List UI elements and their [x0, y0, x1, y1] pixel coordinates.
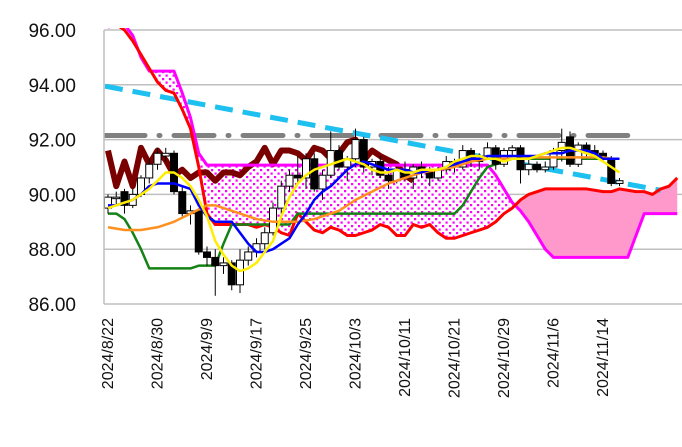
candle-body-down — [607, 158, 616, 184]
candle-body-down — [310, 158, 319, 190]
indicator-lines-front — [107, 146, 621, 273]
cloud-bearish-area — [121, 28, 513, 239]
candlestick — [359, 136, 368, 173]
x-tick-label: 2024/8/30 — [150, 318, 167, 389]
x-tick-label: 2024/9/17 — [249, 318, 266, 389]
candlestick — [244, 246, 253, 266]
candlestick — [318, 169, 327, 200]
candlestick — [310, 153, 319, 192]
x-tick-label: 2024/10/21 — [447, 318, 464, 398]
candle-body-up — [508, 147, 517, 152]
candlestick — [285, 169, 294, 192]
candle-body-up — [260, 232, 269, 245]
kijun-line — [108, 157, 620, 270]
x-tick-label: 2024/11/6 — [546, 318, 563, 388]
candle-body-up — [112, 196, 121, 200]
x-tick-label: 2024/9/9 — [199, 318, 216, 380]
ma-short-line — [107, 146, 621, 273]
x-tick-label: 2024/9/25 — [298, 318, 315, 389]
candle-body-up — [574, 144, 583, 165]
candle-body-down — [384, 174, 393, 182]
candlestick — [524, 158, 533, 176]
candlestick — [161, 147, 170, 162]
senkou-b-line — [108, 28, 678, 259]
y-axis-labels: 96.00 94.00 92.00 90.00 88.00 86.00 — [28, 21, 76, 316]
indicator-lines-back — [105, 28, 679, 270]
candle-body-down — [599, 152, 607, 157]
downtrend-line — [104, 83, 662, 193]
x-tick-label: 2024/10/11 — [397, 318, 414, 397]
y-tick-label: 96.00 — [28, 21, 76, 42]
y-tick-label: 92.00 — [28, 131, 76, 152]
candle-body-down — [203, 251, 211, 258]
candlestick — [335, 145, 343, 170]
candlestick — [508, 145, 517, 157]
candlestick — [153, 147, 162, 170]
candlestick — [203, 246, 211, 266]
y-tick-label: 94.00 — [28, 76, 76, 97]
y-tick-label: 90.00 — [28, 185, 76, 206]
x-tick-label: 2024/8/22 — [100, 318, 117, 389]
x-tick-label: 2024/11/14 — [595, 318, 612, 397]
candlestick — [607, 156, 616, 187]
candlestick — [145, 158, 154, 184]
candlestick — [112, 191, 121, 206]
candlestick — [302, 153, 310, 189]
candle-body-up — [277, 185, 286, 209]
candle-body-up — [285, 174, 294, 187]
candlestick — [557, 128, 566, 162]
candle-body-up — [318, 174, 327, 190]
candle-body-up — [524, 163, 533, 171]
candle-body-up — [541, 166, 550, 171]
candle-body-down — [178, 191, 187, 215]
x-tick-label: 2024/10/29 — [496, 318, 513, 398]
candlestick — [533, 161, 541, 173]
candlestick — [293, 156, 302, 184]
candle-body-up — [236, 259, 244, 286]
candle-body-down — [227, 262, 236, 286]
candle-body-down — [533, 163, 541, 171]
y-tick-label: 86.00 — [28, 295, 76, 316]
candlestick — [326, 131, 335, 178]
candlestick — [104, 194, 112, 214]
candlestick — [277, 180, 286, 214]
candle-body-down — [425, 171, 434, 179]
candlestick — [260, 227, 269, 250]
cloud-bullish-area — [512, 177, 678, 258]
candle-body-down — [335, 150, 343, 168]
candle-body-up — [161, 152, 170, 157]
candlestick — [178, 186, 187, 217]
candlestick — [574, 142, 583, 167]
candlestick — [211, 249, 220, 296]
candlestick — [615, 177, 624, 187]
candle-body-up — [500, 150, 508, 165]
candle-body-up — [351, 139, 360, 160]
candlestick — [194, 208, 203, 255]
candle-body-up — [145, 163, 154, 179]
candle-body-down — [120, 191, 129, 206]
y-tick-label: 88.00 — [28, 240, 76, 261]
candlestick — [120, 188, 129, 214]
candle-body-up — [557, 141, 566, 152]
candlestick — [541, 161, 550, 173]
candle-body-down — [211, 256, 220, 267]
senkou-a-line — [118, 28, 679, 240]
x-axis-labels: 2024/8/22 2024/8/30 2024/9/9 2024/9/17 2024/… — [100, 318, 612, 398]
candle-body-up — [219, 262, 228, 267]
candlestick — [219, 257, 228, 274]
candle-body-up — [615, 180, 624, 184]
candle-body-up — [302, 158, 310, 179]
ichimoku-cloud — [121, 28, 678, 258]
candle-body-down — [194, 210, 203, 253]
candle-body-down — [359, 139, 368, 168]
candlestick — [500, 147, 508, 167]
candle-body-up — [244, 251, 253, 261]
candle-body-down — [293, 174, 302, 179]
x-tick-label: 2024/10/3 — [348, 318, 365, 389]
candle-body-up — [153, 152, 162, 165]
candlestick — [516, 145, 525, 184]
